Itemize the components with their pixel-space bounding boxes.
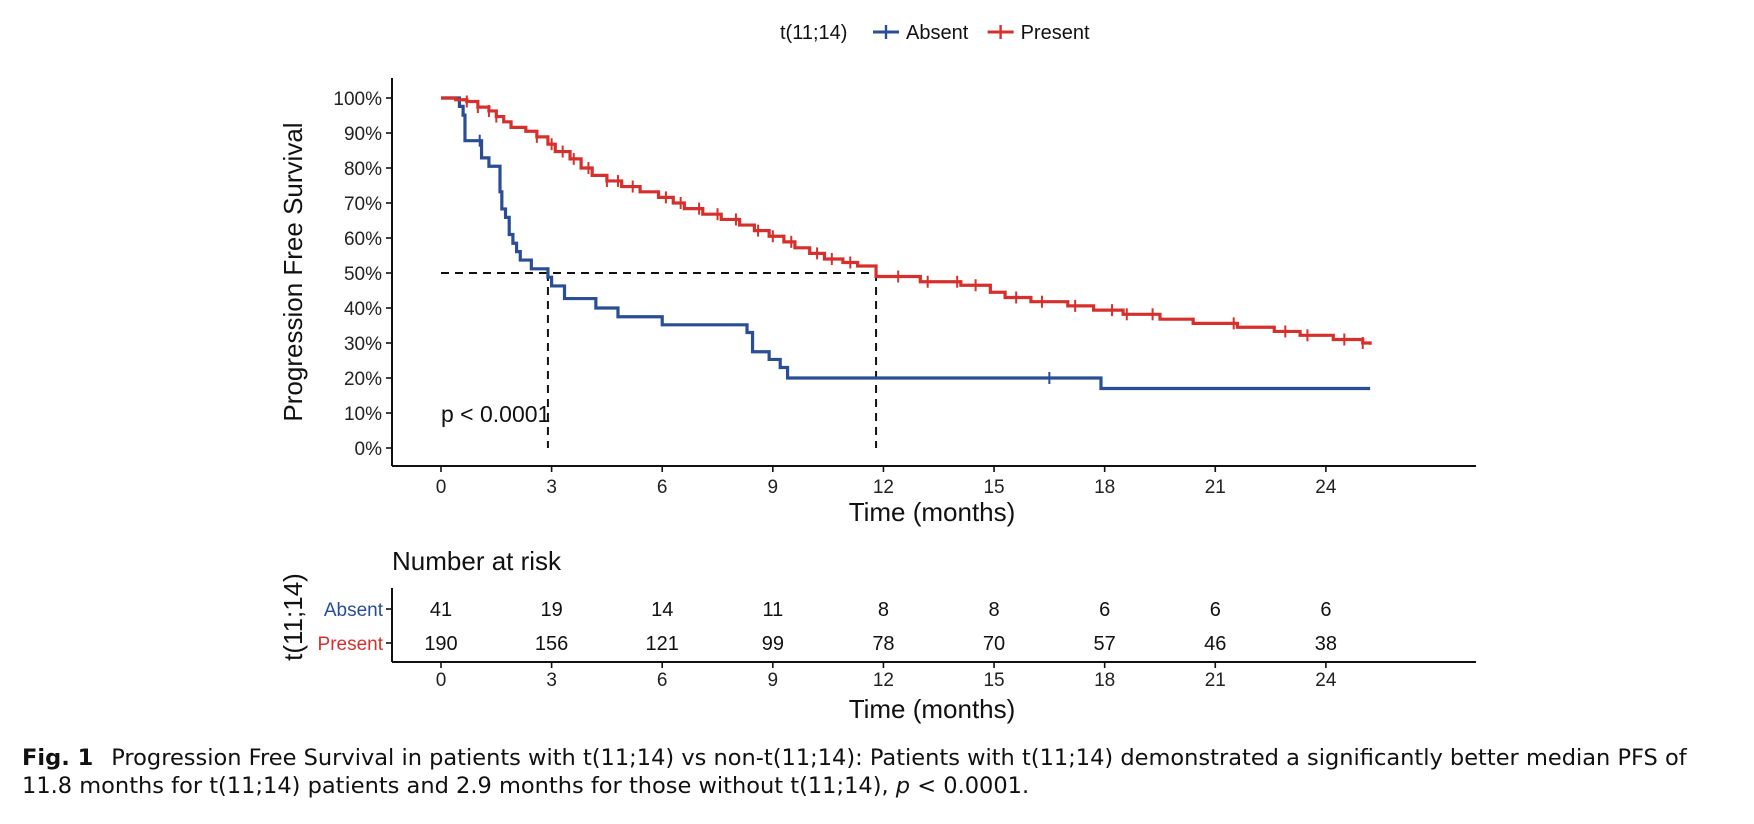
x-tick-label: 18 — [1094, 477, 1115, 498]
legend-label-present: Present — [1021, 22, 1090, 44]
risk-x-tick-label: 6 — [657, 670, 668, 691]
risk-count-absent: 8 — [878, 599, 889, 621]
risk-count-absent: 6 — [1099, 599, 1110, 621]
risk-count-present: 78 — [872, 633, 894, 655]
risk-count-present: 156 — [535, 633, 568, 655]
risk-count-present: 57 — [1094, 633, 1116, 655]
risk-x-tick-label: 12 — [873, 670, 894, 691]
risk-table-title: Number at risk — [392, 546, 562, 576]
caption-p-text: < 0.0001. — [910, 773, 1030, 799]
risk-count-present: 46 — [1204, 633, 1226, 655]
risk-count-present: 99 — [762, 633, 784, 655]
risk-count-absent: 19 — [540, 599, 562, 621]
risk-count-present: 70 — [983, 633, 1005, 655]
x-tick-label: 21 — [1205, 477, 1226, 498]
legend-label-absent: Absent — [906, 22, 969, 44]
caption-text: Progression Free Survival in patients wi… — [22, 745, 1687, 799]
survival-curve-absent — [441, 96, 1371, 391]
caption-label: Fig. 1 — [22, 745, 94, 771]
y-tick-label: 70% — [344, 194, 382, 215]
risk-row-label-present: Present — [318, 634, 384, 655]
y-axis-title: Progression Free Survival — [278, 122, 308, 421]
x-tick-label: 9 — [768, 477, 779, 498]
y-tick-label: 90% — [344, 124, 382, 145]
p-value-annotation: p < 0.0001 — [441, 401, 550, 427]
risk-count-present: 121 — [646, 633, 679, 655]
y-tick-label: 80% — [344, 159, 382, 180]
x-axis-title: Time (months) — [849, 497, 1016, 527]
risk-x-tick-label: 9 — [768, 670, 779, 691]
y-tick-label: 10% — [344, 404, 382, 425]
risk-x-tick-label: 18 — [1094, 670, 1115, 691]
risk-count-absent: 8 — [988, 599, 999, 621]
x-tick-label: 0 — [436, 477, 447, 498]
legend-title: t(11;14) — [780, 22, 847, 44]
risk-x-axis-title: Time (months) — [849, 694, 1016, 724]
x-tick-label: 12 — [873, 477, 894, 498]
risk-row-label-absent: Absent — [324, 600, 384, 621]
risk-x-tick-label: 21 — [1205, 670, 1226, 691]
y-tick-label: 30% — [344, 334, 382, 355]
risk-count-present: 190 — [424, 633, 457, 655]
x-tick-label: 24 — [1315, 477, 1337, 498]
risk-y-axis-title: t(11;14) — [278, 573, 308, 661]
y-tick-label: 60% — [344, 229, 382, 250]
risk-x-tick-label: 0 — [436, 670, 447, 691]
risk-count-absent: 6 — [1210, 599, 1221, 621]
x-tick-label: 3 — [546, 477, 557, 498]
y-tick-label: 0% — [355, 439, 383, 460]
y-tick-label: 100% — [333, 89, 382, 110]
risk-x-tick-label: 3 — [546, 670, 557, 691]
caption-p-symbol: p — [895, 773, 911, 799]
y-tick-label: 20% — [344, 369, 382, 390]
survival-curve-present — [441, 96, 1372, 345]
y-tick-label: 50% — [344, 264, 382, 285]
risk-count-absent: 41 — [430, 599, 452, 621]
x-tick-label: 15 — [983, 477, 1004, 498]
x-tick-label: 6 — [657, 477, 668, 498]
km-figure: 0%10%20%30%40%50%60%70%80%90%100%0 3 6 9 12 1… — [278, 22, 1476, 724]
risk-count-absent: 6 — [1320, 599, 1331, 621]
risk-count-absent: 14 — [651, 599, 673, 621]
risk-count-absent: 11 — [762, 599, 783, 621]
figure-caption: Fig. 1 Progression Free Survival in patie… — [22, 744, 1742, 800]
risk-x-tick-label: 24 — [1315, 670, 1337, 691]
y-tick-label: 40% — [344, 299, 382, 320]
risk-x-tick-label: 15 — [983, 670, 1004, 691]
risk-count-present: 38 — [1315, 633, 1337, 655]
